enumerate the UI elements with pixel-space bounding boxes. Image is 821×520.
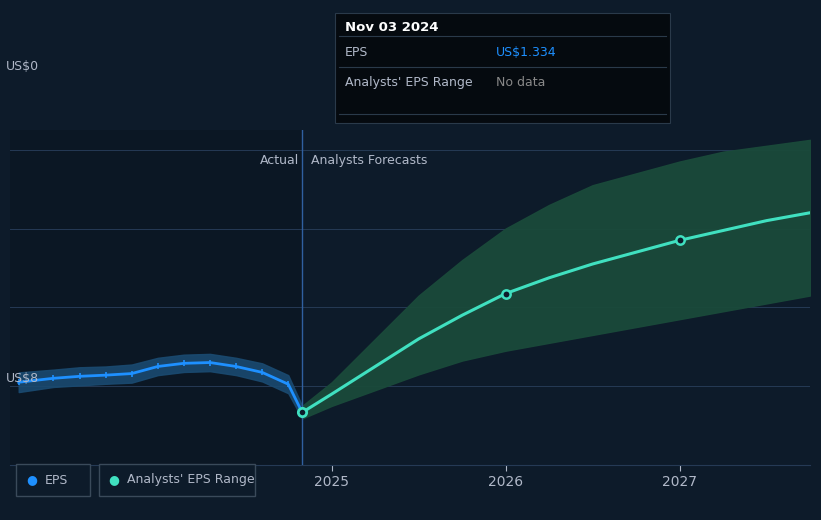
Text: US$1.334: US$1.334 xyxy=(496,46,557,59)
Text: US$8: US$8 xyxy=(6,372,39,385)
Text: Actual: Actual xyxy=(259,153,299,166)
Bar xyxy=(10,130,302,465)
Text: EPS: EPS xyxy=(345,46,369,59)
Text: ●: ● xyxy=(108,474,119,487)
Text: US$0: US$0 xyxy=(6,60,39,73)
Text: Analysts' EPS Range: Analysts' EPS Range xyxy=(127,474,255,487)
Text: No data: No data xyxy=(496,76,545,89)
Text: ●: ● xyxy=(26,474,37,487)
Text: Analysts Forecasts: Analysts Forecasts xyxy=(311,153,427,166)
Text: Nov 03 2024: Nov 03 2024 xyxy=(345,21,438,34)
Text: Analysts' EPS Range: Analysts' EPS Range xyxy=(345,76,472,89)
Text: EPS: EPS xyxy=(45,474,68,487)
